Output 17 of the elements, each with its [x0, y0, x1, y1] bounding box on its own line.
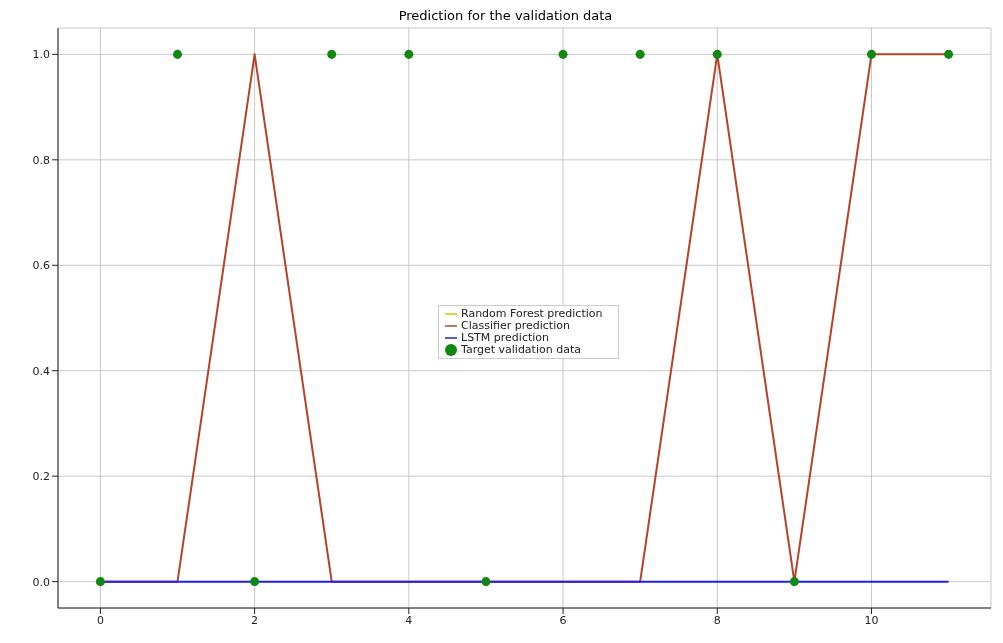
legend-label: Random Forest prediction	[461, 307, 603, 320]
x-tick-label: 8	[713, 613, 721, 627]
y-tick-label: 1.0	[32, 48, 50, 62]
y-tick-label: 0.0	[32, 575, 50, 589]
y-tick-label: 0.4	[32, 364, 50, 378]
x-tick-label: 2	[251, 613, 259, 627]
legend-label: Classifier prediction	[461, 319, 570, 332]
chart-title: Prediction for the validation data	[397, 8, 614, 25]
legend-label: LSTM prediction	[461, 331, 550, 344]
x-tick-label: 4	[405, 613, 413, 627]
x-tick-label: 0	[96, 613, 104, 627]
y-tick-label: 0.6	[32, 259, 50, 273]
x-tick-label: 10	[864, 613, 879, 627]
y-tick-label: 0.8	[32, 153, 50, 167]
x-tick-label: 6	[559, 613, 567, 627]
legend-label: Target validation data	[461, 343, 581, 356]
y-tick-label: 0.2	[32, 470, 50, 484]
